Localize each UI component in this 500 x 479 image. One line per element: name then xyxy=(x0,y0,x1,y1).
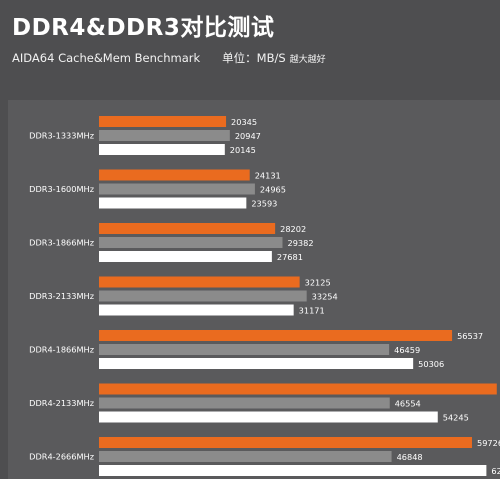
bar xyxy=(99,251,272,262)
bar xyxy=(99,197,247,209)
note-label: 越大越好 xyxy=(289,55,326,65)
bar xyxy=(99,116,227,127)
data-label: 28202 xyxy=(280,224,306,234)
data-label: 32125 xyxy=(305,278,331,288)
bar xyxy=(99,344,390,355)
data-label: 31171 xyxy=(299,306,325,316)
data-label: 46848 xyxy=(397,452,423,462)
data-label: 54245 xyxy=(443,413,469,423)
category-label: DDR4-2133MHz xyxy=(29,398,94,408)
category-label: DDR4-2666MHz xyxy=(29,452,94,462)
bar xyxy=(99,290,307,302)
data-label: 46459 xyxy=(394,345,420,355)
bar xyxy=(99,304,294,316)
category-label: DDR3-1600MHz xyxy=(29,184,94,194)
bar xyxy=(99,223,276,234)
bar xyxy=(99,397,390,409)
data-label: 59726 xyxy=(477,438,500,448)
unit-label: 单位：MB/S xyxy=(222,51,286,65)
category-label: DDR4-1866MHz xyxy=(29,345,94,355)
bar-chart: DDR3-1333MHz 20345 20947 20145 DDR3-1600MHz 2… xyxy=(29,116,500,476)
bar xyxy=(99,276,300,288)
data-label: 27681 xyxy=(277,252,303,262)
bar xyxy=(99,411,438,423)
bar xyxy=(99,130,230,141)
bar xyxy=(99,358,414,369)
bar xyxy=(99,237,283,248)
data-label: 20145 xyxy=(230,145,256,155)
data-label: 24965 xyxy=(260,185,286,195)
data-label: 20345 xyxy=(231,117,257,127)
data-label: 24131 xyxy=(255,171,281,181)
data-label: 46554 xyxy=(395,399,421,409)
data-label: 62031 xyxy=(491,466,500,476)
bar xyxy=(99,465,487,476)
chart-panel: DDR3-1333MHz 20345 20947 20145 DDR3-1600MHz 2… xyxy=(8,100,500,479)
bar xyxy=(99,169,250,181)
category-label: DDR3-2133MHz xyxy=(29,291,94,301)
bar xyxy=(99,183,255,195)
bar xyxy=(99,330,453,341)
data-label: 50306 xyxy=(418,359,444,369)
bar xyxy=(99,144,225,155)
data-label: 29382 xyxy=(287,238,313,248)
category-label: DDR3-1866MHz xyxy=(29,238,94,248)
category-label: DDR3-1333MHz xyxy=(29,131,94,141)
data-label: 20947 xyxy=(235,131,261,141)
bar xyxy=(99,437,472,448)
page-title: DDR4&DDR3对比测试 xyxy=(12,15,275,41)
data-label: 56537 xyxy=(457,331,483,341)
data-label: 33254 xyxy=(312,292,338,302)
subtitle: AIDA64 Cache&Mem Benchmark 单位：MB/S 越大越好 xyxy=(12,50,326,66)
data-label: 23593 xyxy=(251,199,277,209)
benchmark-label: AIDA64 Cache&Mem Benchmark xyxy=(12,51,201,65)
bar xyxy=(99,451,392,462)
bar xyxy=(99,383,497,395)
